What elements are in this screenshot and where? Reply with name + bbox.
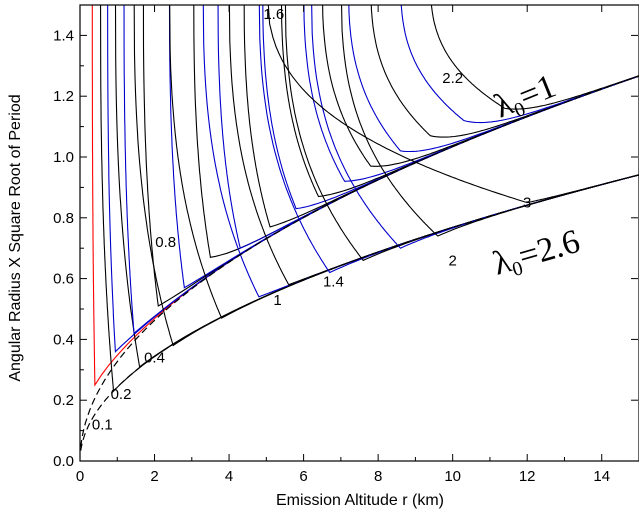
x-tick-label: 8 bbox=[374, 468, 382, 485]
series-line-21 bbox=[322, 5, 639, 167]
curve-label: 0.1 bbox=[92, 417, 113, 434]
x-tick-label: 4 bbox=[225, 468, 233, 485]
y-tick-label: 1.2 bbox=[53, 88, 74, 105]
series-line-17 bbox=[280, 5, 639, 198]
x-tick-label: 14 bbox=[593, 468, 610, 485]
curve-label: 1 bbox=[273, 292, 281, 309]
curve-label: 2.2 bbox=[442, 70, 463, 87]
x-tick-label: 6 bbox=[299, 468, 307, 485]
curve-label: 0.2 bbox=[111, 386, 132, 403]
series-line-23 bbox=[348, 5, 639, 153]
y-tick-label: 0.6 bbox=[53, 271, 74, 288]
envelope-line-2 bbox=[80, 174, 639, 451]
y-axis-title: Angular Radius X Square Root of Period bbox=[7, 94, 24, 381]
y-tick-label: 0.2 bbox=[53, 392, 74, 409]
y-tick-label: 1.4 bbox=[53, 27, 74, 44]
axis-tick-labels: 0 2 4 6 8 10 12 140.00.20.40.60.81.01.21.4 bbox=[53, 27, 610, 485]
series-line-10 bbox=[193, 5, 639, 258]
envelope-line-1 bbox=[80, 75, 639, 447]
x-axis-title: Emission Altitude r (km) bbox=[276, 492, 444, 509]
series-line-22 bbox=[340, 5, 639, 237]
lambda-label-1: λ0=1 bbox=[489, 68, 562, 129]
y-tick-label: 1.0 bbox=[53, 149, 74, 166]
series-line-9 bbox=[169, 5, 639, 319]
curves-layer bbox=[91, 5, 639, 393]
axis-ticks bbox=[79, 4, 638, 462]
y-tick-label: 0.8 bbox=[53, 210, 74, 227]
curve-label: 1.6 bbox=[263, 6, 284, 23]
y-tick-label: 0.0 bbox=[53, 453, 74, 470]
series-line-12 bbox=[217, 5, 639, 249]
curve-label: 0.4 bbox=[144, 350, 165, 367]
x-tick-label: 10 bbox=[444, 468, 461, 485]
series-line-14 bbox=[243, 5, 639, 228]
curve-labels-layer: 0.1 0.2 0.4 0.8 1 1.4 1.6 2 2.2 3 bbox=[92, 6, 531, 433]
series-line-27 bbox=[267, 5, 639, 204]
envelopes-layer bbox=[80, 75, 639, 451]
x-tick-label: 0 bbox=[76, 468, 84, 485]
curve-label: 3 bbox=[523, 195, 531, 212]
x-tick-label: 2 bbox=[150, 468, 158, 485]
series-line-18 bbox=[284, 5, 639, 262]
curve-label: 2 bbox=[448, 252, 456, 269]
x-tick-label: 12 bbox=[519, 468, 536, 485]
plot-frame bbox=[79, 4, 639, 462]
series-line-19 bbox=[303, 5, 639, 182]
y-tick-label: 0.4 bbox=[53, 331, 74, 348]
curve-label: 1.4 bbox=[323, 274, 344, 291]
lambda-label-2: λ0=2.6 bbox=[489, 223, 585, 286]
series-line-26 bbox=[430, 5, 639, 110]
series-line-6 bbox=[133, 5, 639, 347]
curve-label: 0.8 bbox=[155, 234, 176, 251]
